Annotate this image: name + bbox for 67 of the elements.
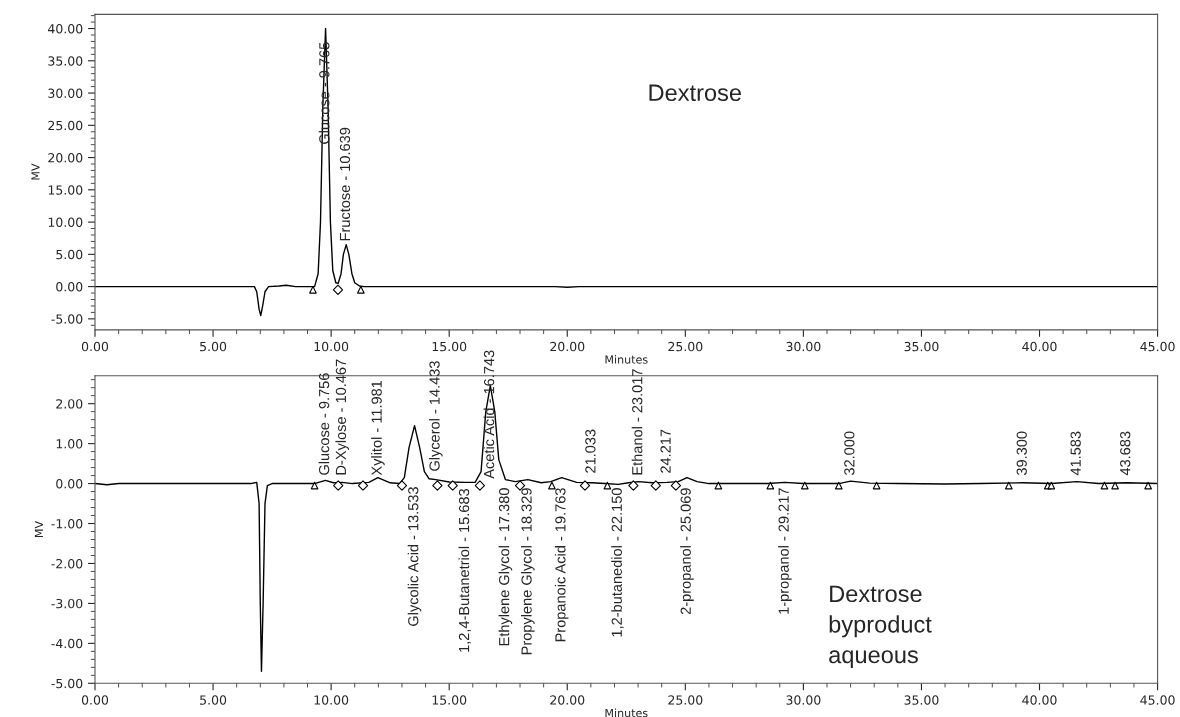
x-tick-label: 15.00 [432,341,467,352]
annotation: 1,2-butanediol - 22.150 [611,488,624,637]
annotation: D-Xylose - 10.467 [335,359,349,475]
x-tick-label: 0.00 [81,341,109,352]
annotation: Propanoic Acid - 19.763 [554,488,569,642]
y-tick-label: 0.00 [56,479,83,489]
annotation: Glucose - 9.765 [318,42,330,144]
x-tick-label: 0.00 [81,695,109,705]
x-tick-label: 30.00 [786,695,821,705]
y-tick-label: -4.00 [51,638,83,649]
x-tick-label: 5.00 [200,341,227,352]
y-tick-label: -5.00 [51,678,83,689]
line-series [94,27,1158,317]
annotation: 24.217 [660,429,671,473]
x-tick-label: 5.00 [200,695,227,705]
y-tick-label: -1.00 [51,518,83,529]
annotation: 43.683 [1120,431,1131,476]
annotation: 1,2,4-Butanetriol - 15.683 [458,488,471,652]
x-tick-label: 40.00 [1022,695,1057,705]
annotation: 32.000 [844,431,855,476]
x-tick-label: 15.00 [432,695,467,705]
y-tick-label: 30.00 [48,88,83,98]
x-axis-title: Minutes [605,355,648,364]
annotation: Fructose - 10.639 [339,127,351,241]
x-tick-label: 10.00 [314,341,349,352]
y-tick-label: 2.00 [56,399,83,409]
y-tick-label: -2.00 [51,558,83,569]
y-tick-label: 5.00 [56,249,83,260]
y-tick-label: 20.00 [48,153,83,163]
x-tick-label: 25.00 [668,341,703,352]
annotation: 39.300 [1016,431,1027,476]
annotation: Ethanol - 23.017 [631,369,643,475]
annotation: 41.583 [1070,431,1081,476]
y-tick-label: 10.00 [48,217,83,228]
annotation: Dextrose [649,84,741,102]
y-tick-label: -5.00 [51,314,83,324]
x-tick-label: 35.00 [904,695,939,705]
y-axis-title: MV [34,521,43,538]
y-tick-label: 25.00 [48,120,83,131]
x-tick-label: 10.00 [314,695,349,705]
y-tick-label: 40.00 [48,24,83,34]
x-tick-label: 20.00 [550,695,585,705]
annotation: Dextrose byproduct aqueous [829,585,932,668]
annotation: 21.033 [585,429,596,473]
y-tick-label: 1.00 [56,439,83,449]
annotation: Ethylene Glycol - 17.380 [498,488,513,646]
y-tick-label: -3.00 [51,598,83,609]
x-tick-label: 35.00 [904,341,939,352]
annotation: Glycerol - 14.433 [429,361,443,471]
annotation: Acetic Acid - 16.743 [483,350,495,479]
annotation: Propylene Glycol - 18.329 [521,488,535,655]
x-tick-label: 40.00 [1022,341,1057,352]
y-axis-title: MV [31,163,40,180]
y-tick-label: 15.00 [48,185,83,195]
x-axis-title: Minutes [605,708,648,717]
x-tick-label: 45.00 [1140,695,1175,705]
x-tick-label: 30.00 [786,341,821,352]
y-tick-label: 0.00 [56,282,83,292]
annotation: 1-propanol - 29.217 [778,488,792,614]
x-tick-label: 20.00 [550,341,585,352]
y-tick-label: 35.00 [48,56,83,66]
annotation: Glucose - 9.756 [318,373,330,475]
annotation: 2-propanol - 25.069 [680,488,694,615]
annotation: Xylitol - 11.981 [371,380,385,476]
x-tick-label: 25.00 [668,695,703,705]
annotation: Glycolic Acid - 13.533 [407,487,422,626]
x-tick-label: 45.00 [1140,341,1175,352]
